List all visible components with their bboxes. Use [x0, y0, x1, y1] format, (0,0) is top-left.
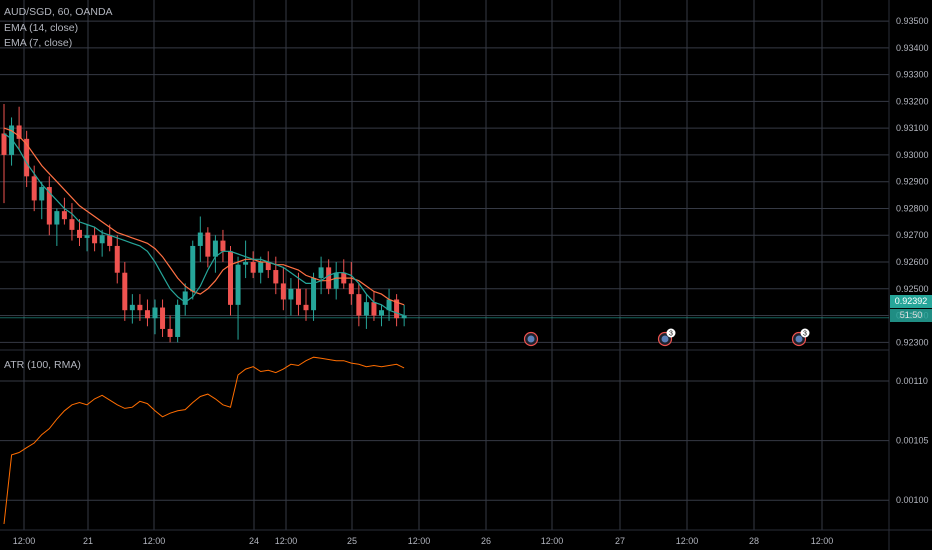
- atr-legend[interactable]: ATR (100, RMA): [4, 359, 81, 371]
- countdown-tag: 51:50: [890, 309, 932, 322]
- candle-body[interactable]: [152, 307, 158, 319]
- y-tick-label: 0.93400: [896, 43, 929, 53]
- x-tick-label: 21: [83, 536, 93, 546]
- candle-body[interactable]: [167, 328, 173, 337]
- ema7-legend[interactable]: EMA (7, close): [4, 37, 73, 49]
- candle-body[interactable]: [77, 229, 82, 238]
- candle-body[interactable]: [129, 304, 135, 311]
- candle-body[interactable]: [295, 288, 301, 305]
- x-tick-label: 12:00: [13, 536, 36, 546]
- y-tick-label: 0.93500: [896, 16, 929, 26]
- candle-body[interactable]: [182, 291, 188, 305]
- x-tick-label: 27: [615, 536, 625, 546]
- event-badge-count: 3: [669, 331, 673, 338]
- candle-body[interactable]: [394, 299, 400, 319]
- candle-body[interactable]: [258, 262, 264, 273]
- y-tick-label: 0.92300: [896, 337, 929, 347]
- candle-body[interactable]: [107, 235, 113, 246]
- candle-body[interactable]: [16, 125, 22, 139]
- x-tick-label: 12:00: [811, 536, 834, 546]
- x-tick-label: 12:00: [676, 536, 699, 546]
- y-tick-label: 0.93300: [896, 70, 929, 80]
- candle-body[interactable]: [235, 264, 241, 305]
- ema14-legend[interactable]: EMA (14, close): [4, 22, 79, 34]
- candle-body[interactable]: [303, 304, 309, 311]
- candle-body[interactable]: [401, 315, 407, 319]
- candle-body[interactable]: [205, 232, 211, 257]
- x-tick-label: 12:00: [541, 536, 564, 546]
- candle-body[interactable]: [114, 245, 120, 273]
- candle-body[interactable]: [69, 219, 75, 230]
- candle-body[interactable]: [288, 288, 294, 300]
- candle-body[interactable]: [144, 310, 150, 319]
- candle-body[interactable]: [228, 251, 233, 305]
- candle-body[interactable]: [356, 294, 362, 316]
- candle-body[interactable]: [250, 262, 256, 273]
- candle-body[interactable]: [1, 133, 7, 155]
- candle-body[interactable]: [326, 267, 332, 289]
- candle-body[interactable]: [280, 283, 286, 300]
- symbol-legend[interactable]: AUD/SGD, 60, OANDA: [4, 6, 113, 18]
- candle-body[interactable]: [318, 267, 324, 279]
- candle-body[interactable]: [92, 235, 98, 244]
- x-tick-label: 24: [249, 536, 259, 546]
- event-globe-icon: [527, 335, 535, 343]
- candle-body[interactable]: [137, 304, 143, 311]
- y-tick-label: 0.93100: [896, 123, 929, 133]
- candle-body[interactable]: [190, 245, 196, 292]
- event-globe-icon: [661, 335, 669, 343]
- x-tick-label: 26: [481, 536, 491, 546]
- candle-body[interactable]: [31, 176, 37, 201]
- y-tick-label: 0.93000: [896, 150, 929, 160]
- candle-body[interactable]: [160, 307, 166, 329]
- candle-body[interactable]: [61, 211, 67, 220]
- candle-body[interactable]: [363, 302, 369, 316]
- candle-body[interactable]: [84, 235, 90, 238]
- candle-body[interactable]: [220, 240, 226, 252]
- candle-body[interactable]: [39, 187, 45, 201]
- atr-y-tick-label: 0.00110: [896, 376, 928, 386]
- candle-body[interactable]: [122, 272, 128, 311]
- event-globe-icon: [795, 335, 803, 343]
- candle-body[interactable]: [54, 211, 60, 225]
- last-price-tag: 0.92392: [890, 295, 932, 308]
- candle-body[interactable]: [311, 278, 317, 311]
- candle-body[interactable]: [348, 283, 354, 295]
- y-tick-label: 0.92500: [896, 284, 929, 294]
- candle-body[interactable]: [9, 125, 15, 155]
- candle-body[interactable]: [273, 270, 279, 284]
- candle-body[interactable]: [333, 272, 339, 289]
- y-tick-label: 0.92700: [896, 230, 929, 240]
- event-badge: [666, 328, 676, 338]
- candle-body[interactable]: [371, 302, 377, 316]
- event-badge-count: 3: [803, 331, 807, 338]
- candle-body[interactable]: [175, 304, 181, 337]
- candle-body[interactable]: [243, 262, 249, 265]
- y-tick-label: 0.93200: [896, 96, 929, 106]
- candle-body[interactable]: [46, 187, 52, 225]
- y-tick-label: 0.92600: [896, 257, 929, 267]
- candle-body[interactable]: [212, 240, 218, 257]
- event-badge: [800, 328, 810, 338]
- x-tick-label: 25: [347, 536, 357, 546]
- x-tick-label: 28: [749, 536, 759, 546]
- candle-body[interactable]: [265, 262, 271, 271]
- atr-line[interactable]: [3, 356, 405, 525]
- ema14-line[interactable]: [3, 127, 405, 306]
- candle-body[interactable]: [379, 310, 384, 316]
- atr-y-tick-label: 0.00105: [896, 436, 929, 446]
- candle-body[interactable]: [24, 138, 30, 177]
- x-tick-label: 12:00: [408, 536, 431, 546]
- candle-body[interactable]: [99, 235, 105, 244]
- x-tick-label: 12:00: [275, 536, 298, 546]
- y-tick-label: 0.92800: [896, 203, 929, 213]
- atr-y-tick-label: 0.00100: [896, 495, 929, 505]
- y-tick-label: 0.92900: [896, 177, 929, 187]
- candle-body[interactable]: [386, 299, 392, 311]
- candle-body[interactable]: [197, 232, 203, 246]
- ema7-line[interactable]: [3, 133, 405, 317]
- x-tick-label: 12:00: [143, 536, 166, 546]
